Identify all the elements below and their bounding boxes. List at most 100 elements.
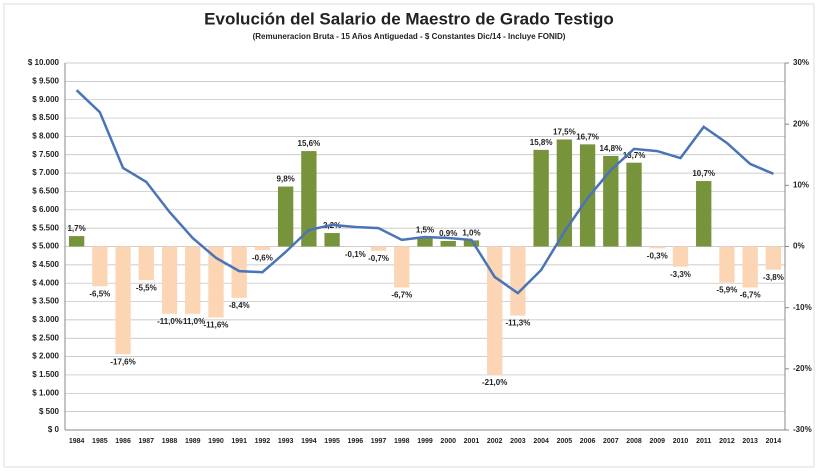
x-tick-label: 2013 xyxy=(742,438,758,445)
y-tick-label: $ 0 xyxy=(48,425,60,434)
x-tick-label: 2005 xyxy=(557,438,573,445)
y-tick-label: $ 2.000 xyxy=(32,352,59,361)
data-label: 10,7% xyxy=(692,169,715,178)
data-label: 15,8% xyxy=(530,138,553,147)
chart-subtitle: (Remuneracion Bruta - 15 Años Antiguedad… xyxy=(253,32,566,41)
bar xyxy=(603,155,619,247)
data-label: -3,8% xyxy=(763,273,784,282)
x-tick-label: 1995 xyxy=(324,438,340,445)
bar xyxy=(370,246,387,251)
bar xyxy=(626,162,642,247)
y-tick-label: $ 7.000 xyxy=(32,168,59,177)
x-tick-label: 2010 xyxy=(673,438,689,445)
y-tick-label: $ 4.500 xyxy=(32,260,59,269)
bar xyxy=(579,144,596,247)
data-label: 1,0% xyxy=(462,228,480,237)
bar xyxy=(417,237,433,247)
chart-title: Evolución del Salario de Maestro de Grad… xyxy=(204,9,614,28)
x-tick-label: 2009 xyxy=(649,438,665,445)
y2-tick-label: 0% xyxy=(793,242,805,251)
bar xyxy=(185,246,201,314)
y-tick-label: $ 8.500 xyxy=(32,113,59,122)
bar xyxy=(68,236,85,247)
bar xyxy=(115,246,131,355)
y2-tick-label: -30% xyxy=(793,425,812,434)
data-label: -8,4% xyxy=(229,301,250,310)
x-tick-label: 1985 xyxy=(92,438,108,445)
x-tick-label: 1986 xyxy=(115,438,131,445)
data-label: 9,8% xyxy=(277,175,295,184)
x-tick-label: 1992 xyxy=(255,438,271,445)
data-label: -0,3% xyxy=(647,251,668,260)
bar xyxy=(138,246,154,281)
y-tick-label: $ 6.500 xyxy=(32,187,59,196)
x-tick-label: 2014 xyxy=(766,438,782,445)
y2-tick-label: 30% xyxy=(793,58,809,67)
data-label: 0,9% xyxy=(439,229,457,238)
bar xyxy=(696,181,712,247)
bar xyxy=(510,246,526,316)
data-label: -6,7% xyxy=(391,291,412,300)
y-tick-label: $ 9.500 xyxy=(32,76,59,85)
data-label: -11,0% xyxy=(157,317,182,326)
y-tick-label: $ 2.500 xyxy=(32,333,59,342)
data-label: -0,1% xyxy=(345,250,366,259)
y-tick-label: $ 10.000 xyxy=(28,58,60,67)
y-tick-label: $ 500 xyxy=(39,407,60,416)
bar xyxy=(92,246,108,287)
x-tick-label: 1993 xyxy=(278,438,294,445)
bar xyxy=(161,246,178,314)
y-tick-label: $ 8.000 xyxy=(32,132,59,141)
x-tick-label: 1989 xyxy=(185,438,201,445)
bar xyxy=(533,149,549,247)
x-tick-label: 1990 xyxy=(208,438,224,445)
data-label: -17,6% xyxy=(110,357,135,366)
data-label: 17,5% xyxy=(553,128,576,137)
data-label: 14,8% xyxy=(599,144,622,153)
data-label: 16,7% xyxy=(576,132,599,141)
data-label: -11,6% xyxy=(204,321,229,330)
bar xyxy=(254,246,271,251)
data-label: -11,3% xyxy=(505,319,530,328)
x-tick-label: 2008 xyxy=(626,438,642,445)
x-tick-label: 1998 xyxy=(394,438,410,445)
x-tick-label: 2012 xyxy=(719,438,735,445)
bar xyxy=(394,246,410,288)
line xyxy=(75,89,774,295)
y-tick-label: $ 3.500 xyxy=(32,297,59,306)
y-tick-label: $ 1.500 xyxy=(32,370,59,379)
data-label: -21,0% xyxy=(482,378,507,387)
data-label: -5,5% xyxy=(136,283,157,292)
data-label: 13,7% xyxy=(623,151,646,160)
data-label: -6,7% xyxy=(740,291,761,300)
y2-tick-label: 10% xyxy=(793,180,809,189)
y-tick-label: $ 3.000 xyxy=(32,315,59,324)
y-tick-label: $ 4.000 xyxy=(32,278,59,287)
x-tick-label: 2007 xyxy=(603,438,619,445)
y-tick-label: $ 7.500 xyxy=(32,150,59,159)
x-tick-label: 2004 xyxy=(533,438,549,445)
data-label: -11,0% xyxy=(180,317,205,326)
y-tick-label: $ 6.000 xyxy=(32,205,59,214)
x-tick-label: 2001 xyxy=(464,438,480,445)
data-label: -0,6% xyxy=(252,253,273,262)
bar xyxy=(324,233,340,247)
bar xyxy=(463,240,480,247)
x-tick-label: 1996 xyxy=(348,438,364,445)
x-tick-label: 1997 xyxy=(371,438,387,445)
bar xyxy=(556,139,573,247)
y2-tick-label: -10% xyxy=(793,303,812,312)
x-tick-label: 2002 xyxy=(487,438,503,445)
bar xyxy=(765,246,782,270)
y-tick-label: $ 9.000 xyxy=(32,95,59,104)
y-tick-label: $ 5.000 xyxy=(32,242,59,251)
y-tick-label: $ 1.000 xyxy=(32,388,59,397)
bar xyxy=(440,240,456,247)
data-label: 1,5% xyxy=(416,225,434,234)
bar xyxy=(277,186,294,247)
bar xyxy=(487,246,503,375)
bar xyxy=(301,151,317,247)
y2-tick-label: 20% xyxy=(793,119,809,128)
x-tick-label: 1988 xyxy=(162,438,178,445)
